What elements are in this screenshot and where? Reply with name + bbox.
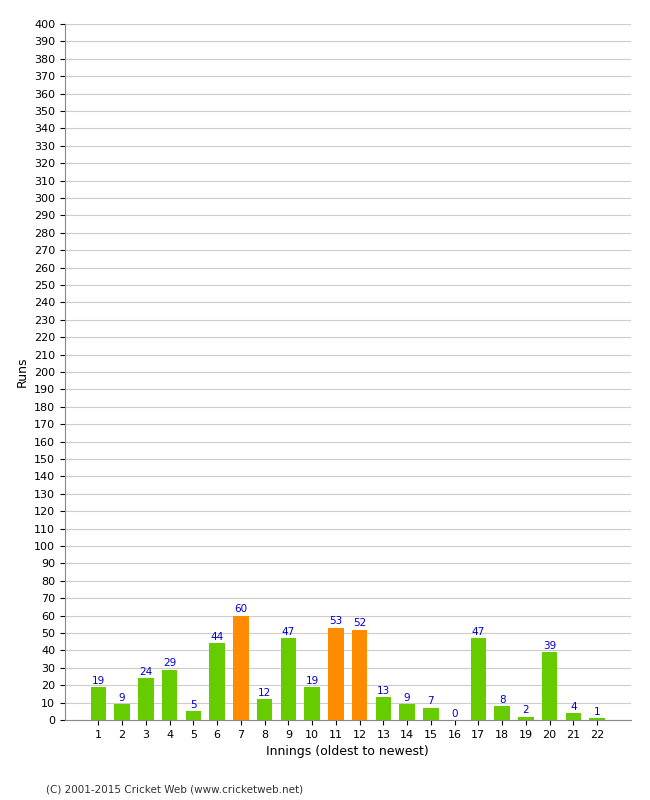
Bar xyxy=(399,704,415,720)
Text: 24: 24 xyxy=(139,667,153,677)
Bar xyxy=(257,699,272,720)
Text: 60: 60 xyxy=(235,604,248,614)
Text: 5: 5 xyxy=(190,700,197,710)
Bar xyxy=(566,713,581,720)
Bar xyxy=(376,698,391,720)
Text: 2: 2 xyxy=(523,705,529,715)
Y-axis label: Runs: Runs xyxy=(16,357,29,387)
Text: (C) 2001-2015 Cricket Web (www.cricketweb.net): (C) 2001-2015 Cricket Web (www.cricketwe… xyxy=(46,784,303,794)
Text: 8: 8 xyxy=(499,694,506,705)
Text: 4: 4 xyxy=(570,702,577,712)
Text: 7: 7 xyxy=(428,697,434,706)
Bar xyxy=(91,687,106,720)
Bar xyxy=(304,687,320,720)
Text: 47: 47 xyxy=(281,627,295,637)
Text: 19: 19 xyxy=(92,675,105,686)
Bar xyxy=(518,717,534,720)
Text: 39: 39 xyxy=(543,641,556,650)
Text: 12: 12 xyxy=(258,688,271,698)
Bar xyxy=(162,670,177,720)
Bar xyxy=(471,638,486,720)
Text: 13: 13 xyxy=(377,686,390,696)
Text: 9: 9 xyxy=(404,693,410,703)
Bar xyxy=(209,643,225,720)
Bar xyxy=(590,718,605,720)
Text: 9: 9 xyxy=(119,693,125,703)
X-axis label: Innings (oldest to newest): Innings (oldest to newest) xyxy=(266,746,429,758)
Bar xyxy=(328,628,344,720)
Bar xyxy=(186,711,201,720)
Text: 1: 1 xyxy=(593,707,601,717)
Bar xyxy=(495,706,510,720)
Text: 29: 29 xyxy=(163,658,176,668)
Bar xyxy=(542,652,557,720)
Bar xyxy=(114,704,130,720)
Text: 53: 53 xyxy=(330,616,343,626)
Text: 0: 0 xyxy=(451,709,458,718)
Text: 44: 44 xyxy=(211,632,224,642)
Bar xyxy=(138,678,153,720)
Bar xyxy=(233,616,248,720)
Bar xyxy=(281,638,296,720)
Text: 19: 19 xyxy=(306,675,318,686)
Bar xyxy=(423,708,439,720)
Bar xyxy=(352,630,367,720)
Text: 47: 47 xyxy=(472,627,485,637)
Text: 52: 52 xyxy=(353,618,366,628)
